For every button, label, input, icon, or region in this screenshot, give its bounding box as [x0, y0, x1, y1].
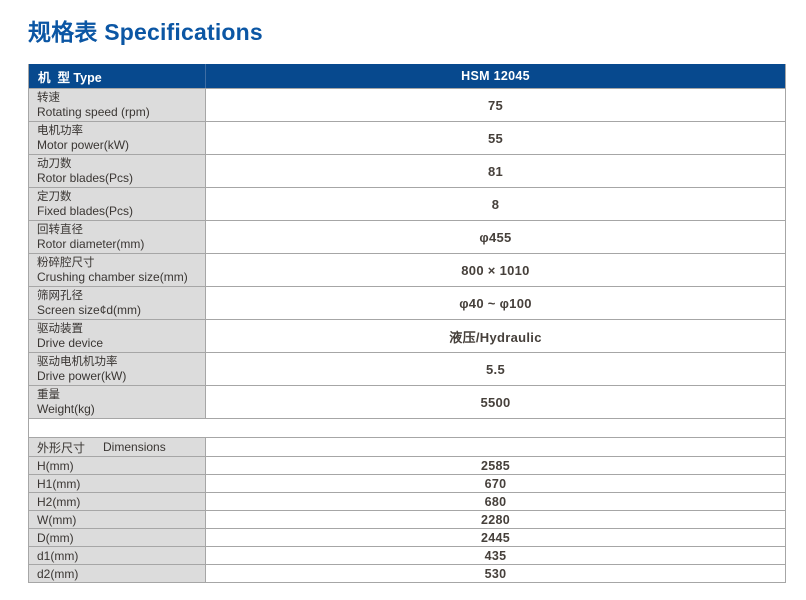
- spec-value: 81: [487, 163, 504, 179]
- table-spacer-row: [29, 418, 785, 437]
- table-row: d1(mm) 435: [29, 546, 785, 564]
- dimension-label: H2(mm): [29, 493, 206, 510]
- spec-label-cell: 筛网孔径 Screen size¢d(mm): [29, 287, 206, 319]
- header-type-cell: 机 型 Type: [29, 64, 206, 88]
- table-row: 筛网孔径 Screen size¢d(mm) φ40 ~ φ100: [29, 286, 785, 319]
- spec-label-zh: 驱动电机机功率: [37, 356, 118, 368]
- spec-label-cell: 回转直径 Rotor diameter(mm): [29, 221, 206, 253]
- spec-label-zh: 回转直径: [37, 224, 83, 236]
- dimension-label: H1(mm): [29, 475, 206, 492]
- table-row: W(mm) 2280: [29, 510, 785, 528]
- spec-label-zh: 动刀数: [37, 158, 72, 170]
- spec-label-en: Rotor blades(Pcs): [37, 171, 134, 185]
- spec-value: 8: [491, 196, 500, 212]
- spec-label-zh: 电机功率: [37, 125, 83, 137]
- dimension-value: 2585: [480, 458, 510, 473]
- spec-value: 5.5: [486, 361, 505, 377]
- dimension-value: 670: [484, 476, 507, 491]
- spec-label-cell: 粉碎腔尺寸 Crushing chamber size(mm): [29, 254, 206, 286]
- dimension-value: 2445: [480, 530, 510, 545]
- dimension-value: 530: [484, 566, 507, 581]
- dimension-value: 435: [484, 548, 507, 563]
- dimension-label: d1(mm): [29, 547, 206, 564]
- spec-value: φ40 ~ φ100: [459, 295, 532, 311]
- table-row: 回转直径 Rotor diameter(mm) φ455: [29, 220, 785, 253]
- spec-label-en: Rotor diameter(mm): [37, 237, 145, 251]
- table-row: 电机功率 Motor power(kW) 55: [29, 121, 785, 154]
- spec-label-en: Crushing chamber size(mm): [37, 270, 188, 284]
- spec-value: 液压/Hydraulic: [449, 329, 542, 345]
- table-row: 动刀数 Rotor blades(Pcs) 81: [29, 154, 785, 187]
- spec-value: 5500: [480, 394, 511, 410]
- spec-label-zh: 定刀数: [37, 191, 72, 203]
- spec-label-en: Drive power(kW): [37, 369, 127, 383]
- table-header-row: 机 型 Type HSM 12045: [29, 64, 785, 88]
- spec-label-cell: 动刀数 Rotor blades(Pcs): [29, 155, 206, 187]
- spec-label-en: Rotating speed (rpm): [37, 105, 150, 119]
- table-row: 转速 Rotating speed (rpm) 75: [29, 88, 785, 121]
- spec-value: 800 × 1010: [461, 262, 530, 278]
- spec-label-en: Drive device: [37, 336, 104, 350]
- dimensions-header-empty-cell: [206, 438, 785, 456]
- dimensions-header-en: Dimensions: [103, 440, 166, 454]
- dimension-label: d2(mm): [29, 565, 206, 582]
- dimensions-header-row: 外形尺寸 Dimensions: [29, 437, 785, 456]
- table-row: H2(mm) 680: [29, 492, 785, 510]
- specifications-table: 机 型 Type HSM 12045 转速 Rotating speed (rp…: [28, 64, 786, 583]
- table-row: d2(mm) 530: [29, 564, 785, 582]
- spec-label-zh: 转速: [37, 92, 60, 104]
- spec-value: 55: [487, 130, 504, 146]
- table-row: 驱动装置 Drive device 液压/Hydraulic: [29, 319, 785, 352]
- spec-label-zh: 重量: [37, 389, 60, 401]
- dimension-label: W(mm): [29, 511, 206, 528]
- spec-label-cell: 定刀数 Fixed blades(Pcs): [29, 188, 206, 220]
- dimensions-header-label: 外形尺寸 Dimensions: [29, 438, 206, 456]
- page-title: 规格表 Specifications: [28, 19, 263, 45]
- spec-label-cell: 驱动电机机功率 Drive power(kW): [29, 353, 206, 385]
- spec-label-en: Motor power(kW): [37, 138, 130, 152]
- header-model-cell: HSM 12045: [461, 69, 530, 83]
- spec-value: 75: [487, 97, 504, 113]
- spec-value: φ455: [479, 229, 512, 245]
- table-row: H1(mm) 670: [29, 474, 785, 492]
- dimensions-header-zh: 外形尺寸: [37, 440, 86, 455]
- table-row: H(mm) 2585: [29, 456, 785, 474]
- table-row: 重量 Weight(kg) 5500: [29, 385, 785, 418]
- dimension-label: D(mm): [29, 529, 206, 546]
- spec-label-en: Fixed blades(Pcs): [37, 204, 134, 218]
- dimension-value: 680: [484, 494, 507, 509]
- table-row: 驱动电机机功率 Drive power(kW) 5.5: [29, 352, 785, 385]
- spec-label-cell: 电机功率 Motor power(kW): [29, 122, 206, 154]
- spec-label-cell: 转速 Rotating speed (rpm): [29, 89, 206, 121]
- spec-label-zh: 驱动装置: [37, 323, 83, 335]
- table-row: 粉碎腔尺寸 Crushing chamber size(mm) 800 × 10…: [29, 253, 785, 286]
- spec-label-en: Screen size¢d(mm): [37, 303, 142, 317]
- spec-label-cell: 重量 Weight(kg): [29, 386, 206, 418]
- spec-label-zh: 粉碎腔尺寸: [37, 257, 95, 269]
- dimension-value: 2280: [480, 512, 510, 527]
- spec-label-en: Weight(kg): [37, 402, 95, 416]
- spec-label-cell: 驱动装置 Drive device: [29, 320, 206, 352]
- dimension-label: H(mm): [29, 457, 206, 474]
- table-row: 定刀数 Fixed blades(Pcs) 8: [29, 187, 785, 220]
- spec-label-zh: 筛网孔径: [37, 290, 83, 302]
- table-row: D(mm) 2445: [29, 528, 785, 546]
